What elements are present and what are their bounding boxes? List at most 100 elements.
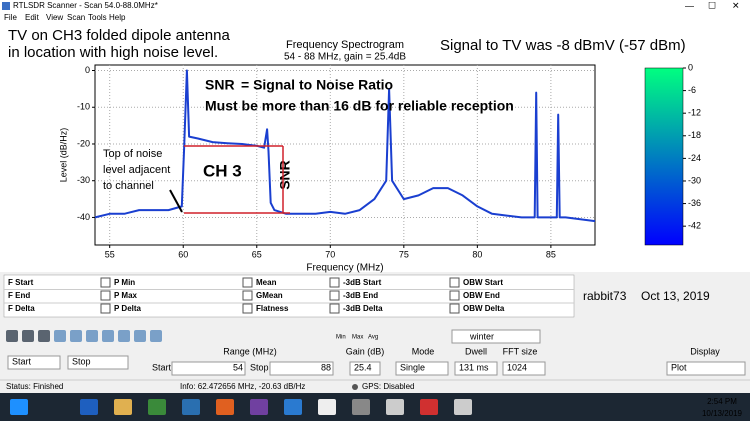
- checkbox[interactable]: [329, 290, 340, 301]
- plot-area: [94, 64, 596, 246]
- taskbar-icon[interactable]: [148, 399, 166, 415]
- display-value[interactable]: Plot: [671, 362, 687, 372]
- display-label: Display: [690, 346, 720, 356]
- taskbar-icon[interactable]: [284, 399, 302, 415]
- measure-label: F End: [8, 291, 30, 300]
- window-buttons[interactable]: [675, 0, 750, 12]
- note: Signal to TV was -8 dBmV (-57 dBm): [440, 37, 686, 54]
- fft-value[interactable]: 1024: [507, 362, 527, 372]
- noise-label: to channel: [103, 180, 154, 192]
- taskbar-icon[interactable]: [182, 399, 200, 415]
- colormap-select[interactable]: [451, 329, 541, 344]
- checkbox[interactable]: [449, 303, 460, 314]
- stop-button[interactable]: Stop: [72, 356, 91, 366]
- taskbar-icon[interactable]: [318, 399, 336, 415]
- stop-value[interactable]: 88: [321, 362, 331, 372]
- stop-button-box[interactable]: [67, 355, 129, 370]
- colorbar-tick-label: -18: [688, 130, 701, 140]
- gain-label: Gain (dB): [346, 346, 385, 356]
- signature: rabbit73: [583, 289, 627, 303]
- tool-button[interactable]: [22, 330, 34, 342]
- checkbox[interactable]: [100, 303, 111, 314]
- start-button-box[interactable]: [7, 355, 61, 370]
- tool-button[interactable]: [54, 330, 66, 342]
- tool-button[interactable]: [86, 330, 98, 342]
- snr-requirement: Must be more than 16 dB for reliable rec…: [205, 98, 514, 114]
- menu-item[interactable]: Edit: [25, 13, 40, 22]
- menu-bar: [0, 12, 750, 24]
- taskbar-icon[interactable]: [454, 399, 472, 415]
- snr-vertical: SNR: [277, 160, 293, 190]
- tool-button[interactable]: [70, 330, 82, 342]
- checkbox[interactable]: [449, 290, 460, 301]
- checkbox[interactable]: [449, 277, 460, 288]
- measure-label: P Min: [114, 278, 135, 287]
- taskbar-icon[interactable]: [10, 399, 28, 415]
- taskbar-icon[interactable]: [386, 399, 404, 415]
- menu-item[interactable]: File: [4, 13, 17, 22]
- measure-label: F Start: [8, 278, 34, 287]
- tool-button[interactable]: [118, 330, 130, 342]
- colorbar-tick-label: -42: [688, 221, 701, 231]
- tool-label[interactable]: Avg: [368, 335, 378, 341]
- menu-item[interactable]: Scan: [67, 13, 85, 22]
- start-button[interactable]: Start: [12, 356, 32, 366]
- taskbar-icon[interactable]: [80, 399, 98, 415]
- x-tick-label: 60: [178, 249, 188, 259]
- measure-label: P Delta: [114, 304, 142, 313]
- checkbox[interactable]: [242, 277, 253, 288]
- dwell-value[interactable]: 131 ms: [459, 362, 489, 372]
- tool-button[interactable]: [6, 330, 18, 342]
- gain-value-box[interactable]: [349, 361, 381, 376]
- chart-title: Frequency Spectrogram: [286, 39, 404, 51]
- fft-value-box[interactable]: [502, 361, 546, 376]
- menu-item[interactable]: Tools: [88, 13, 107, 22]
- x-tick-label: 70: [325, 249, 335, 259]
- menu-item[interactable]: Help: [109, 13, 126, 22]
- colorbar-tick-label: -6: [688, 85, 696, 95]
- taskbar-icon[interactable]: [250, 399, 268, 415]
- gain-value[interactable]: 25.4: [354, 362, 372, 372]
- note-line: in location with high noise level.: [8, 44, 218, 61]
- taskbar-icon[interactable]: [114, 399, 132, 415]
- measure-label: F Delta: [8, 304, 35, 313]
- tool-button[interactable]: [102, 330, 114, 342]
- start-value[interactable]: 54: [233, 362, 243, 372]
- tool-button[interactable]: [38, 330, 50, 342]
- date: Oct 13, 2019: [641, 289, 710, 303]
- checkbox[interactable]: [100, 290, 111, 301]
- taskbar-icon[interactable]: [216, 399, 234, 415]
- tool-button[interactable]: [134, 330, 146, 342]
- mode-value[interactable]: Single: [400, 362, 425, 372]
- taskbar-icon[interactable]: [352, 399, 370, 415]
- measure-label: OBW Delta: [463, 304, 505, 313]
- noise-label: level adjacent: [103, 164, 170, 176]
- tool-button[interactable]: [150, 330, 162, 342]
- checkbox[interactable]: [329, 303, 340, 314]
- x-axis-label: Frequency (MHz): [306, 263, 383, 274]
- arrow: [169, 189, 183, 213]
- checkbox[interactable]: [242, 290, 253, 301]
- maximize[interactable]: ☐: [708, 0, 716, 10]
- menu-item[interactable]: View: [46, 13, 63, 22]
- snr-def: = Signal to Noise Ratio: [241, 77, 393, 93]
- range-label: Range (MHz): [223, 346, 277, 356]
- tool-label[interactable]: Min: [336, 335, 346, 341]
- start-input[interactable]: [171, 361, 246, 376]
- measure-label: -3dB Start: [343, 278, 382, 287]
- display-value-box[interactable]: [666, 361, 746, 376]
- taskbar-icon[interactable]: [420, 399, 438, 415]
- close[interactable]: ✕: [732, 0, 740, 10]
- checkbox[interactable]: [242, 303, 253, 314]
- dwell-value-box[interactable]: [454, 361, 498, 376]
- minimize[interactable]: —: [685, 0, 694, 10]
- mode-value-box[interactable]: [395, 361, 449, 376]
- x-tick-label: 55: [105, 249, 115, 259]
- checkbox[interactable]: [329, 277, 340, 288]
- checkbox[interactable]: [100, 277, 111, 288]
- gps-icon: [352, 384, 358, 390]
- stop-input[interactable]: [269, 361, 334, 376]
- colormap-value[interactable]: winter: [469, 331, 494, 341]
- tool-label[interactable]: Max: [352, 335, 363, 341]
